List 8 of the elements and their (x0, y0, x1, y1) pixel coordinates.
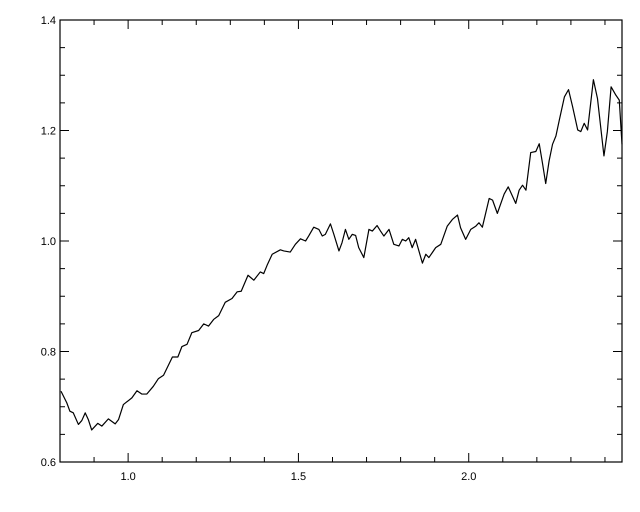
y-tick-label: 0.6 (40, 457, 56, 469)
y-tick-label: 1.0 (40, 236, 56, 248)
x-tick-label: 1.0 (120, 471, 136, 483)
x-tick-label: 1.5 (290, 471, 306, 483)
y-tick-label: 0.8 (40, 346, 56, 358)
y-tick-label: 1.2 (40, 126, 56, 138)
y-tick-label: 1.4 (40, 15, 56, 27)
x-tick-label: 2.0 (461, 471, 476, 483)
